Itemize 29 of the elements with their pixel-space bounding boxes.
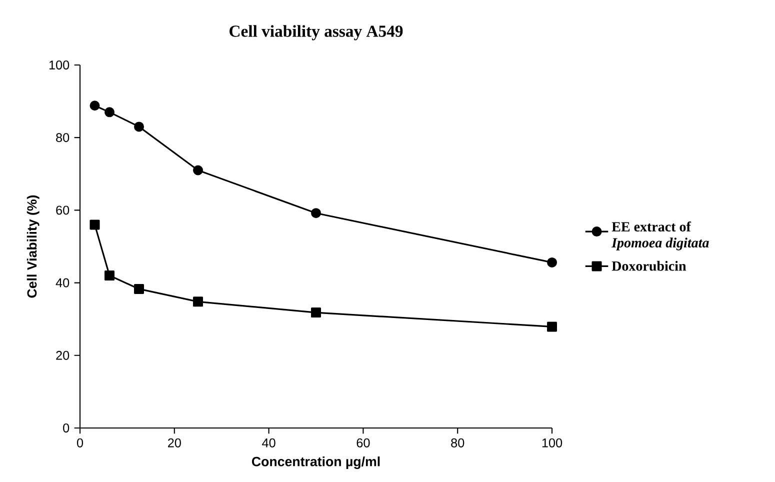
x-tick-label: 0 <box>76 438 84 448</box>
y-tick-label: 100 <box>49 60 70 70</box>
point <box>90 220 100 230</box>
x-tick-label: 60 <box>356 438 370 448</box>
point <box>311 208 322 218</box>
point <box>547 322 557 332</box>
point <box>134 284 144 294</box>
y-tick-label: 60 <box>56 206 70 215</box>
x-tick-label: 20 <box>168 438 181 448</box>
chart-title: Cell viability assay A549 <box>230 25 403 40</box>
point <box>193 165 204 176</box>
y-tick-label: 0 <box>63 424 70 432</box>
y-axis-title: Cell Viability (%) <box>26 195 40 298</box>
x-axis-title: Concentration µg/ml <box>252 456 380 469</box>
y-tick-label: 20 <box>56 350 70 360</box>
x-tick-label: 100 <box>542 438 562 448</box>
y-tick-label: 40 <box>56 278 70 288</box>
x-tick-label: 40 <box>262 438 276 448</box>
legend-label: Doxorubicin <box>612 260 686 271</box>
x-tick-label: 80 <box>451 438 464 448</box>
legend-label: EE extract of Ipomoea digitata <box>611 222 709 250</box>
point <box>104 107 115 118</box>
point <box>134 122 144 132</box>
point <box>193 296 204 307</box>
point <box>104 270 115 281</box>
point <box>547 257 557 268</box>
point <box>311 308 322 318</box>
point <box>90 100 100 111</box>
y-tick-label: 80 <box>56 133 70 142</box>
